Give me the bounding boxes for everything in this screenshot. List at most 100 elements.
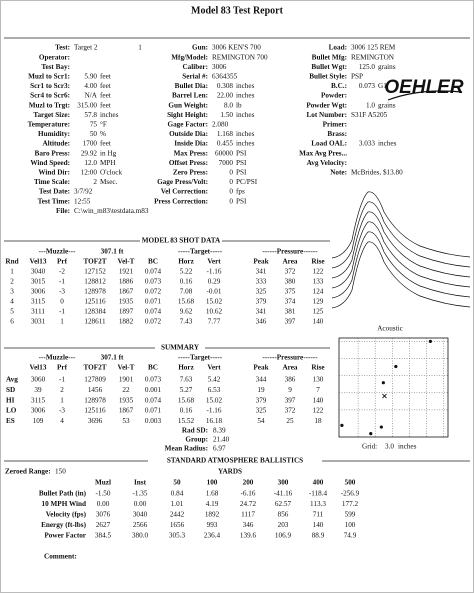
- shot-point: [369, 432, 373, 436]
- table-cell: 5.27: [180, 386, 193, 394]
- table-cell: 325: [256, 288, 267, 296]
- table-cell: 3006: [31, 407, 46, 415]
- column-header: Vel13: [30, 258, 47, 266]
- field-value: 0.308: [217, 82, 234, 90]
- field-value: 3/7/92: [74, 188, 93, 196]
- table-cell: 129: [313, 298, 324, 306]
- field-unit: °F: [100, 120, 107, 128]
- field-label: Scr4 to Scr6:: [30, 92, 70, 100]
- field-label: Test Date:: [39, 188, 70, 196]
- table-cell: 15.68: [178, 298, 195, 306]
- stat-value: 21.40: [213, 436, 230, 444]
- field-unit: in Hg: [100, 149, 117, 157]
- field-label: File:: [56, 207, 70, 215]
- table-cell: 5.22: [180, 268, 193, 276]
- field-value: 22.00: [217, 92, 234, 100]
- table-cell: -1: [59, 376, 65, 384]
- table-cell: 25: [286, 417, 294, 425]
- table-cell: 3006: [31, 288, 46, 296]
- table-cell: 53: [122, 417, 130, 425]
- table-cell: 5.42: [208, 376, 221, 384]
- field-label: Test Bay:: [41, 63, 70, 71]
- table-cell: 128978: [84, 396, 106, 404]
- table-cell: 140: [313, 318, 324, 326]
- field-label: Mfg/Model:: [171, 53, 208, 61]
- table-cell: 379: [256, 298, 267, 306]
- table-cell: 128384: [84, 308, 106, 316]
- table-cell: 125116: [84, 298, 106, 306]
- group-header: 307.1 ft: [101, 354, 124, 362]
- table-cell: 341: [256, 268, 267, 276]
- table-cell: 711: [313, 511, 324, 519]
- table-cell: 1892: [205, 511, 220, 519]
- column-header: Vel-T: [118, 364, 135, 372]
- table-cell: 127809: [84, 376, 106, 384]
- table-cell: 0: [60, 298, 64, 306]
- acoustic-trace: [331, 241, 471, 309]
- logo-swoosh: [387, 90, 463, 101]
- column-header: Horz: [178, 364, 194, 372]
- field-label: Muzl to Trgt:: [29, 101, 70, 109]
- table-cell: 9.62: [180, 308, 193, 316]
- stat-label: Mean Radius:: [165, 445, 208, 453]
- row-label: HI: [6, 396, 15, 404]
- table-cell: 4: [60, 417, 64, 425]
- field-value: 3006: [212, 63, 227, 71]
- table-cell: 6.53: [208, 386, 221, 394]
- column-header: Vert: [207, 258, 221, 266]
- table-cell: 4: [10, 298, 14, 306]
- field-label: Serial #:: [182, 72, 208, 80]
- table-cell: 1: [10, 268, 14, 276]
- table-cell: 3040: [31, 268, 46, 276]
- field-value: 315.00: [77, 101, 97, 109]
- row-label: Bullet Path (in): [39, 490, 87, 498]
- table-cell: 0.16: [180, 407, 193, 415]
- field-label: Zero Press:: [173, 168, 208, 176]
- row-label: Avg: [6, 376, 18, 384]
- table-cell: 0.001: [145, 386, 162, 394]
- table-cell: 397: [285, 318, 296, 326]
- acoustic-trace: [331, 231, 471, 299]
- field-value: 12.0: [84, 159, 97, 167]
- comment-label: Comment:: [44, 553, 77, 561]
- table-cell: 109: [33, 417, 44, 425]
- field-label: Bullet Mfg:: [312, 53, 347, 61]
- column-header: Muzl: [95, 479, 111, 487]
- field-value: 1.168: [217, 130, 234, 138]
- field-label: Gun Weight:: [168, 101, 208, 109]
- column-header: Vert: [207, 364, 221, 372]
- table-cell: 3060: [31, 376, 46, 384]
- table-cell: 397: [285, 396, 296, 404]
- field-value: 12:00: [81, 168, 98, 176]
- field-unit: feet: [100, 101, 111, 109]
- field-value: C:\win_m83\testdata.m83: [74, 207, 149, 215]
- field-label: Note:: [330, 168, 347, 176]
- field-value: 75: [90, 120, 98, 128]
- field-label: Wind Dir:: [38, 168, 70, 176]
- column-header: 400: [313, 479, 324, 487]
- field-label: Vel Correction:: [161, 188, 208, 196]
- table-cell: 177.2: [342, 500, 359, 508]
- table-cell: 856: [278, 511, 289, 519]
- field-label: Avg Velocity:: [307, 159, 347, 167]
- table-cell: 122: [313, 268, 324, 276]
- field-label: Outside Dia:: [169, 130, 208, 138]
- table-cell: 128978: [84, 288, 106, 296]
- field-value: 3.033: [359, 140, 376, 148]
- field-value: 0.073: [359, 82, 376, 90]
- table-cell: 24.72: [240, 500, 257, 508]
- row-label: Power Factor: [44, 532, 86, 540]
- column-header: Rise: [311, 364, 324, 372]
- field-unit: PSI: [236, 168, 247, 176]
- table-cell: -41.16: [274, 490, 293, 498]
- table-cell: 0.073: [145, 278, 162, 286]
- zero-value: 150: [55, 468, 66, 476]
- table-cell: 305.3: [169, 532, 186, 540]
- field-value: 0.455: [217, 140, 234, 148]
- table-cell: 9: [288, 386, 292, 394]
- field-unit: feet: [100, 72, 111, 80]
- table-cell: 1.01: [171, 500, 184, 508]
- field-value: 6364355: [212, 72, 238, 80]
- shot-point: [340, 423, 344, 427]
